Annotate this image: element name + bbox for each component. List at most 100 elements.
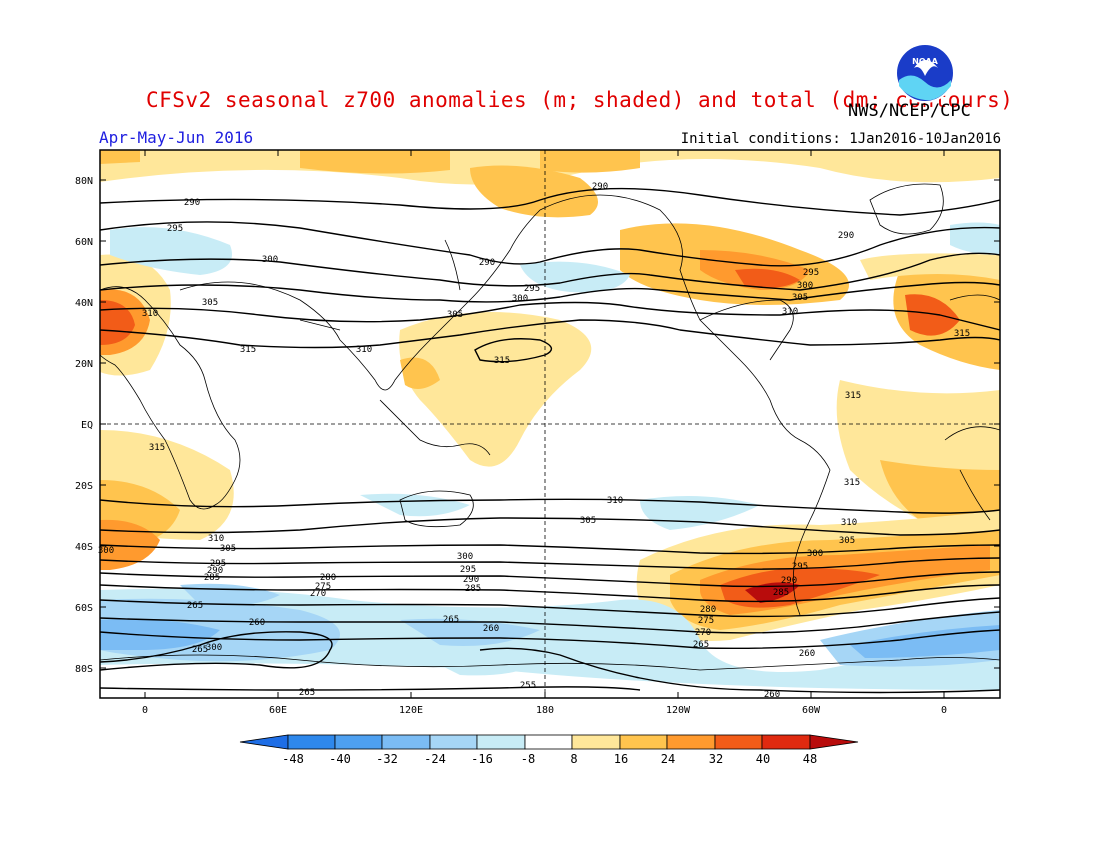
noaa-logo: NOAA [895,43,955,103]
colorbar-label: -16 [471,752,493,766]
lat-label: 40S [75,542,93,553]
chart-title: CFSv2 seasonal z700 anomalies (m; shaded… [146,88,1014,112]
contour-label: 265 [443,615,459,625]
contour-label: 305 [839,536,855,546]
lat-label: 40N [75,298,93,309]
contour-label: 260 [799,649,815,659]
contour-label: 285 [465,584,481,594]
contour-label: 295 [210,559,226,569]
contour-labels: 290 295 300 305 310 315 310 305 300 295 … [98,182,970,700]
contour-label: 290 [592,182,608,192]
contour-label: 275 [315,582,331,592]
anomaly-shading [100,150,1000,698]
contour-label: 290 [207,566,223,576]
contour-label: 305 [447,310,463,320]
contour-label: 295 [524,284,540,294]
colorbar-bin [619,734,668,750]
colorbar-label: -24 [424,752,446,766]
colorbar-bin [761,734,811,750]
contour-label: 290 [463,575,479,585]
lon-label: 60E [269,705,287,716]
contour-label: 260 [483,624,499,634]
colorbar-label: -48 [282,752,304,766]
contour-label: 270 [695,628,711,638]
colorbar-bin [714,734,763,750]
colorbar-bin [476,734,526,750]
contour-label: 280 [700,605,716,615]
colorbar-label: -32 [376,752,398,766]
lat-label: 60S [75,603,93,614]
contour-label: 285 [204,573,220,583]
lon-label: 0 [142,705,148,716]
contour-label: 265 [192,645,208,655]
colorbar-label: 32 [709,752,723,766]
lat-label: 80S [75,664,93,675]
contour-label: 300 [512,294,528,304]
contour-label: 270 [310,589,326,599]
initial-conditions-label: Initial conditions: 1Jan2016-10Jan2016 [680,131,1001,147]
colorbar-label: 8 [570,752,577,766]
contour-label: 265 [299,688,315,698]
agency-label: NWS/NCEP/CPC [848,101,971,121]
colorbar-label: -8 [521,752,535,766]
contour-label: 310 [782,307,798,317]
colorbar-bin [381,734,431,750]
contour-label: 315 [240,345,256,355]
contour-label: 300 [797,281,813,291]
contour-label: 305 [220,544,236,554]
lon-label: 180 [536,705,554,716]
lat-label: 20S [75,481,93,492]
contour-label: 315 [844,478,860,488]
colorbar-label: 48 [803,752,817,766]
contour-label: 315 [845,391,861,401]
colorbar-label: 40 [756,752,770,766]
contour-label: 260 [249,618,265,628]
contour-label: 290 [838,231,854,241]
contour-label: 315 [954,329,970,339]
contour-label: 275 [698,616,714,626]
contour-label: 300 [262,255,278,265]
lon-label: 120W [666,705,691,716]
colorbar-upper-arrow [809,734,859,750]
contour-label: 295 [460,565,476,575]
contour-label: 300 [206,643,222,653]
colorbar-bin [571,734,621,750]
contour-label: 260 [764,690,780,700]
colorbar-label: -40 [329,752,351,766]
contour-label: 290 [184,198,200,208]
contour-label: 315 [494,356,510,366]
colorbar-bin [334,734,383,750]
contour-label: 295 [167,224,183,234]
contour-label: 295 [792,562,808,572]
contour-label: 295 [803,268,819,278]
contour-label: 310 [356,345,372,355]
contour-label: 300 [807,549,823,559]
lat-label: EQ [81,420,93,431]
contour-label: 300 [457,552,473,562]
contour-label: 255 [520,681,536,691]
contour-label: 290 [781,576,797,586]
colorbar-label: 24 [661,752,675,766]
contour-label: 305 [202,298,218,308]
lat-label: 20N [75,359,93,370]
contour-label: 310 [841,518,857,528]
period-label: Apr-May-Jun 2016 [99,128,254,147]
lon-ticks: 0 60E 120E 180 120W 60W 0 [142,150,947,716]
lon-label: 60W [802,705,821,716]
contour-label: 305 [580,516,596,526]
lat-label: 60N [75,237,93,248]
contour-label: 285 [773,588,789,598]
contour-label: 290 [479,258,495,268]
colorbar-bin [429,734,478,750]
contour-label: 280 [320,573,336,583]
lon-label: 0 [941,705,947,716]
contour-label: 315 [149,443,165,453]
colorbar: -48 -40 -32 -24 -16 -8 8 16 24 32 40 48 [239,734,859,766]
lon-label: 120E [399,705,423,716]
colorbar-bin [287,734,336,750]
noaa-logo-text: NOAA [912,57,938,66]
colorbar-label: 16 [614,752,628,766]
contour-label: 265 [187,601,203,611]
coastlines [100,183,1000,671]
contour-label: 310 [607,496,623,506]
